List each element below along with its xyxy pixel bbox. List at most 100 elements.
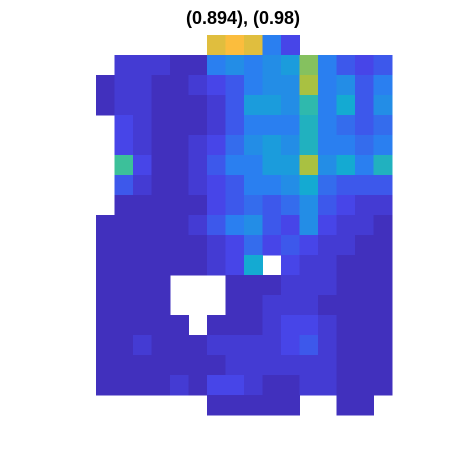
heatmap-cell (133, 275, 152, 296)
heatmap-cell (188, 115, 208, 136)
heatmap-cell (318, 275, 337, 296)
heatmap-cell (151, 235, 171, 256)
heatmap-cell (207, 135, 226, 156)
heatmap-cell (373, 195, 393, 216)
heatmap-cell (299, 355, 319, 376)
heatmap-cell (188, 215, 208, 236)
heatmap-cell (151, 155, 171, 176)
heatmap-cell (244, 75, 263, 96)
heatmap-cell (373, 175, 393, 196)
heatmap-cell (207, 355, 226, 376)
heatmap-cell (318, 115, 337, 136)
heatmap-cell (355, 75, 374, 96)
heatmap-cell (207, 35, 226, 56)
heatmap-cell (207, 215, 226, 236)
heatmap-cell (336, 135, 356, 156)
heatmap-cell (114, 155, 134, 176)
heatmap-cell (225, 175, 245, 196)
heatmap-cell (225, 115, 245, 136)
heatmap-cell (207, 255, 226, 276)
heatmap-cell (170, 355, 189, 376)
heatmap-cell (225, 355, 245, 376)
heatmap-cell (318, 95, 337, 116)
heatmap-cell (114, 55, 134, 76)
heatmap-cell (244, 375, 263, 396)
heatmap-cell (318, 375, 337, 396)
heatmap-cell (373, 275, 393, 296)
heatmap-cell (133, 295, 152, 316)
heatmap-cell (336, 355, 356, 376)
heatmap-cell (299, 255, 319, 276)
heatmap-cell (133, 355, 152, 376)
heatmap-cell (133, 215, 152, 236)
heatmap-cell (281, 395, 300, 416)
heatmap-cell (244, 235, 263, 256)
heatmap-cell (355, 275, 374, 296)
heatmap-cell (299, 155, 319, 176)
heatmap-cell (114, 255, 134, 276)
heatmap-cell (355, 295, 374, 316)
heatmap-cell (318, 55, 337, 76)
heatmap-cell (318, 215, 337, 236)
heatmap-cell (336, 275, 356, 296)
heatmap-cell (355, 355, 374, 376)
heatmap-cell (299, 135, 319, 156)
heatmap-cell (225, 135, 245, 156)
heatmap-cell (318, 195, 337, 216)
heatmap-cell (114, 115, 134, 136)
heatmap-cell (281, 315, 300, 336)
heatmap-cell (207, 115, 226, 136)
heatmap-cell (336, 395, 356, 416)
heatmap-cell (133, 155, 152, 176)
heatmap-cell (318, 335, 337, 356)
heatmap-cell (281, 155, 300, 176)
heatmap-cell (262, 95, 282, 116)
heatmap-cell (225, 275, 245, 296)
heatmap-cell (151, 335, 171, 356)
heatmap-cell (170, 195, 189, 216)
heatmap-cell (355, 255, 374, 276)
heatmap-cell (281, 355, 300, 376)
chart-title: (0.894), (0.98) (186, 8, 300, 28)
heatmap-cell (170, 95, 189, 116)
heatmap-cell (355, 335, 374, 356)
heatmap-cell (114, 275, 134, 296)
heatmap-cell (114, 335, 134, 356)
heatmap-cell (207, 375, 226, 396)
heatmap-cell (262, 175, 282, 196)
heatmap-cell (207, 75, 226, 96)
heatmap-cell (281, 55, 300, 76)
heatmap-cell (225, 395, 245, 416)
heatmap-cell (281, 135, 300, 156)
heatmap-cell (225, 155, 245, 176)
heatmap-cell (281, 35, 300, 56)
heatmap-cell (188, 375, 208, 396)
heatmap-cell (207, 155, 226, 176)
heatmap-cell (262, 195, 282, 216)
heatmap-cell (299, 335, 319, 356)
heatmap-cell (96, 355, 115, 376)
heatmap-cell (244, 35, 263, 56)
heatmap-cell (96, 315, 115, 336)
heatmap-cell (336, 155, 356, 176)
heatmap-cell (151, 175, 171, 196)
heatmap-cell (262, 135, 282, 156)
heatmap-cell (207, 335, 226, 356)
heatmap-cell (262, 395, 282, 416)
heatmap-cell (170, 75, 189, 96)
heatmap-cell (188, 195, 208, 216)
heatmap-cell (225, 75, 245, 96)
heatmap-cell (207, 235, 226, 256)
heatmap-cell (336, 235, 356, 256)
heatmap-cell (318, 155, 337, 176)
heatmap-cell (151, 135, 171, 156)
heatmap-cell (225, 35, 245, 56)
heatmap-cell (281, 335, 300, 356)
heatmap-cell (318, 75, 337, 96)
heatmap-cell (133, 195, 152, 216)
heatmap-cell (225, 375, 245, 396)
heatmap-cell (96, 215, 115, 236)
heatmap-cell (170, 375, 189, 396)
heatmap-cell (170, 235, 189, 256)
